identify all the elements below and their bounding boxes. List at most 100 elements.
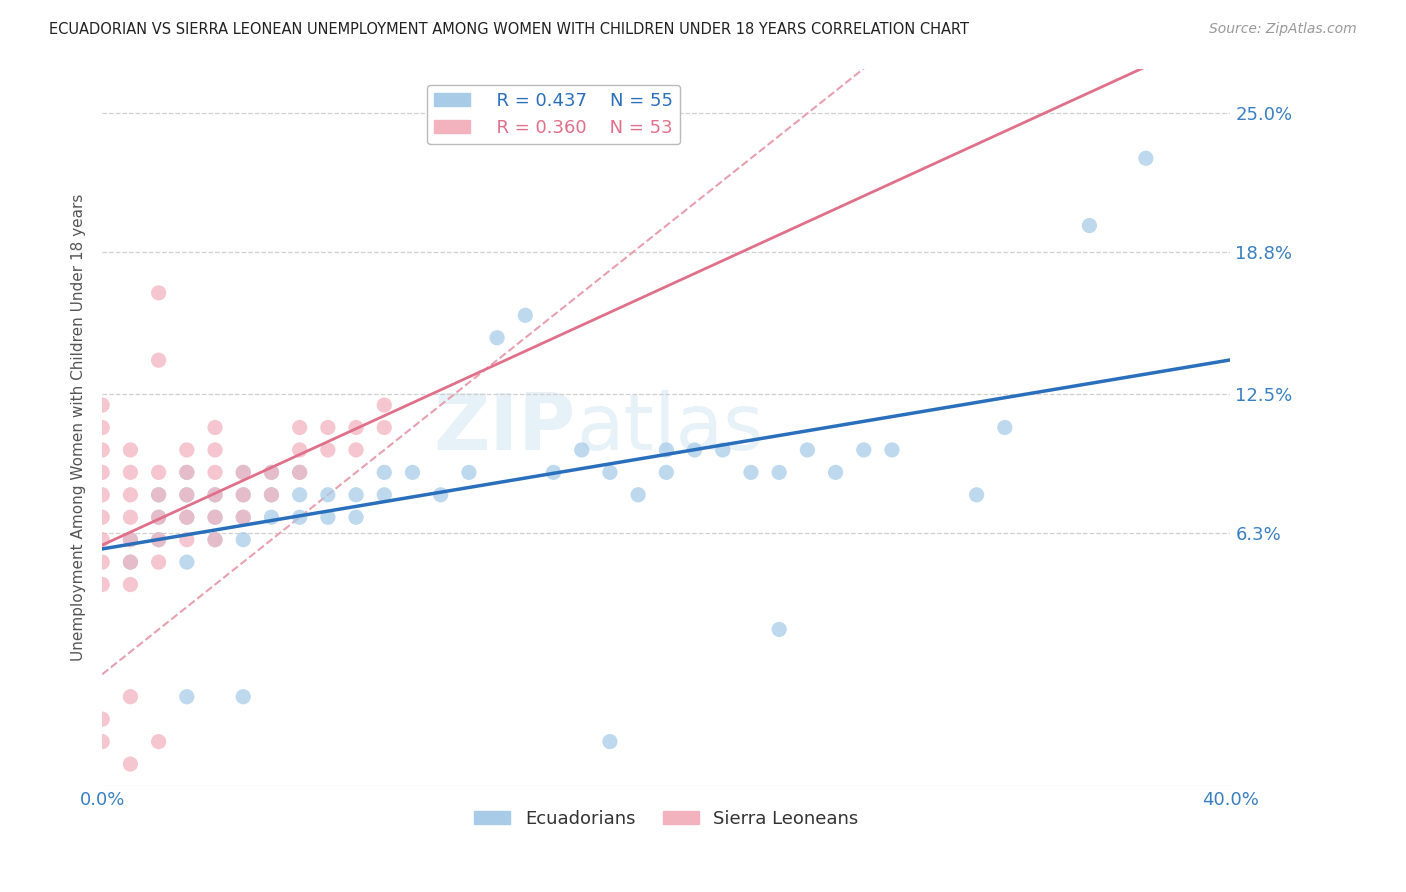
Point xyxy=(91,442,114,457)
Point xyxy=(91,533,114,547)
Point xyxy=(373,466,395,480)
Text: ZIP: ZIP xyxy=(434,390,576,466)
Point xyxy=(120,488,142,502)
Point xyxy=(120,555,142,569)
Point xyxy=(515,308,537,322)
Point xyxy=(344,510,367,524)
Point xyxy=(316,510,339,524)
Point xyxy=(260,466,283,480)
Point xyxy=(91,398,114,412)
Point xyxy=(260,510,283,524)
Point xyxy=(120,555,142,569)
Point xyxy=(91,510,114,524)
Point xyxy=(543,466,565,480)
Point xyxy=(288,466,311,480)
Point xyxy=(204,533,226,547)
Text: atlas: atlas xyxy=(576,390,763,466)
Point xyxy=(204,420,226,434)
Point xyxy=(232,488,254,502)
Point xyxy=(176,466,198,480)
Point xyxy=(288,442,311,457)
Point xyxy=(120,690,142,704)
Point xyxy=(288,420,311,434)
Point xyxy=(627,488,650,502)
Point xyxy=(796,442,818,457)
Point xyxy=(148,555,170,569)
Text: Source: ZipAtlas.com: Source: ZipAtlas.com xyxy=(1209,22,1357,37)
Point xyxy=(288,466,311,480)
Point xyxy=(204,533,226,547)
Point xyxy=(768,623,790,637)
Point xyxy=(176,510,198,524)
Point xyxy=(91,420,114,434)
Point xyxy=(148,466,170,480)
Point xyxy=(148,510,170,524)
Point xyxy=(148,533,170,547)
Point xyxy=(260,488,283,502)
Point xyxy=(1135,151,1157,165)
Point xyxy=(316,488,339,502)
Point xyxy=(148,488,170,502)
Point xyxy=(288,488,311,502)
Point xyxy=(232,510,254,524)
Point xyxy=(204,510,226,524)
Point xyxy=(176,533,198,547)
Point xyxy=(316,420,339,434)
Point xyxy=(571,442,593,457)
Point xyxy=(880,442,903,457)
Point xyxy=(148,353,170,368)
Point xyxy=(260,488,283,502)
Point xyxy=(176,466,198,480)
Point xyxy=(91,577,114,591)
Point xyxy=(148,734,170,748)
Point xyxy=(401,466,423,480)
Point xyxy=(204,488,226,502)
Point xyxy=(148,488,170,502)
Point xyxy=(91,466,114,480)
Point xyxy=(148,285,170,300)
Point xyxy=(966,488,988,502)
Point xyxy=(232,510,254,524)
Legend: Ecuadorians, Sierra Leoneans: Ecuadorians, Sierra Leoneans xyxy=(467,803,866,835)
Point xyxy=(232,466,254,480)
Point xyxy=(91,555,114,569)
Point xyxy=(852,442,875,457)
Point xyxy=(232,466,254,480)
Point xyxy=(373,398,395,412)
Point xyxy=(344,488,367,502)
Point xyxy=(344,442,367,457)
Point xyxy=(148,510,170,524)
Point xyxy=(91,734,114,748)
Y-axis label: Unemployment Among Women with Children Under 18 years: Unemployment Among Women with Children U… xyxy=(72,194,86,661)
Point xyxy=(120,533,142,547)
Point xyxy=(683,442,706,457)
Point xyxy=(260,466,283,480)
Point xyxy=(120,757,142,772)
Point xyxy=(232,533,254,547)
Point xyxy=(599,466,621,480)
Point xyxy=(457,466,479,480)
Point xyxy=(120,466,142,480)
Point xyxy=(204,488,226,502)
Point xyxy=(91,712,114,726)
Point xyxy=(232,690,254,704)
Point xyxy=(373,488,395,502)
Point xyxy=(711,442,734,457)
Point xyxy=(176,555,198,569)
Point xyxy=(824,466,846,480)
Point xyxy=(176,488,198,502)
Point xyxy=(429,488,451,502)
Point xyxy=(204,510,226,524)
Point xyxy=(740,466,762,480)
Point xyxy=(486,331,509,345)
Point xyxy=(120,577,142,591)
Point xyxy=(120,533,142,547)
Point xyxy=(288,510,311,524)
Point xyxy=(176,510,198,524)
Point xyxy=(232,488,254,502)
Text: ECUADORIAN VS SIERRA LEONEAN UNEMPLOYMENT AMONG WOMEN WITH CHILDREN UNDER 18 YEA: ECUADORIAN VS SIERRA LEONEAN UNEMPLOYMEN… xyxy=(49,22,969,37)
Point xyxy=(344,420,367,434)
Point xyxy=(655,442,678,457)
Point xyxy=(176,488,198,502)
Point xyxy=(994,420,1017,434)
